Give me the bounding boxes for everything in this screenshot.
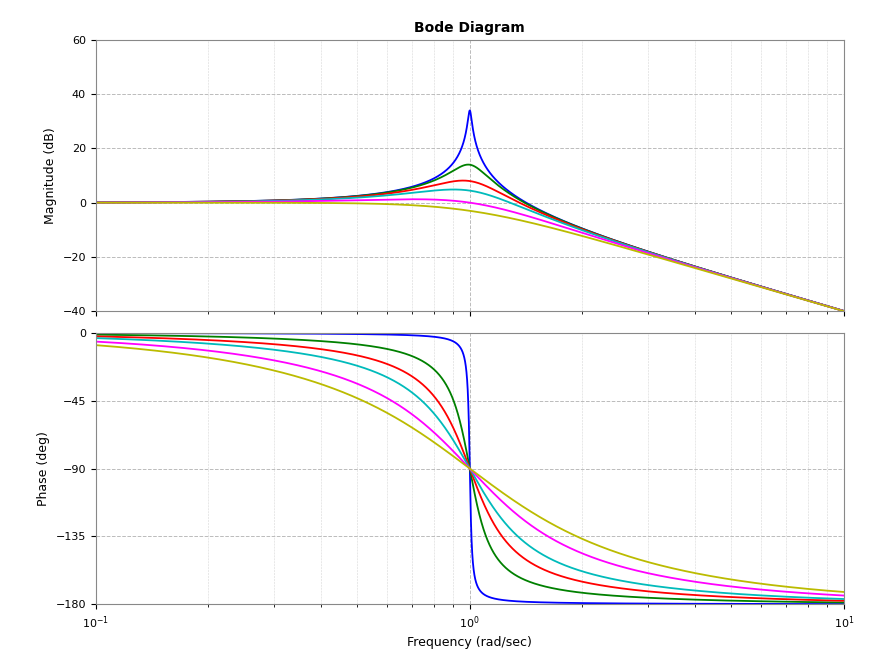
- Y-axis label: Phase (deg): Phase (deg): [36, 431, 50, 506]
- Y-axis label: Magnitude (dB): Magnitude (dB): [43, 127, 56, 224]
- Title: Bode Diagram: Bode Diagram: [414, 21, 525, 35]
- X-axis label: Frequency (rad/sec): Frequency (rad/sec): [407, 636, 532, 649]
